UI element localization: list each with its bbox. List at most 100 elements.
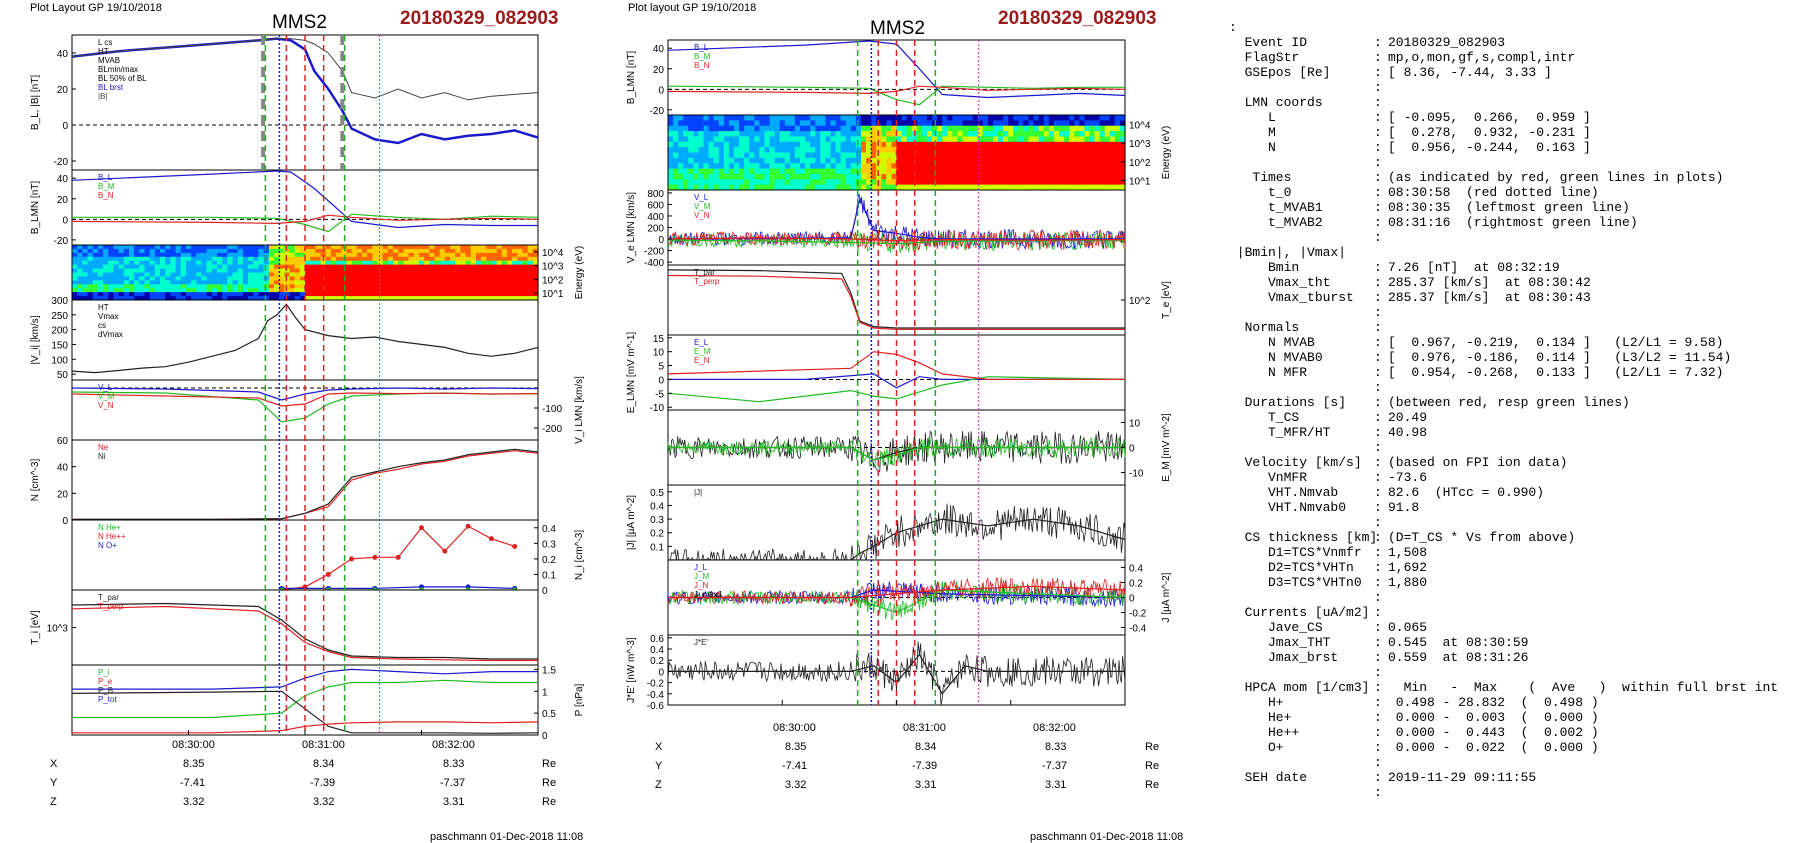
spectrogram-cell [1064,115,1070,121]
spectrogram-cell [1023,141,1030,148]
spectrogram-cell [688,125,694,132]
spectrogram-cell [1033,120,1040,127]
spectrogram-cell [1089,125,1096,132]
spectrogram-cell [491,272,498,277]
spectrogram-cell [315,260,322,266]
spectrogram-cell [866,125,872,132]
spectrogram-cell [789,115,796,121]
series-B_M [72,213,539,233]
info-colon: : [1374,755,1382,770]
middle-event-title: 20180329_082903 [998,8,1157,29]
spectrogram-cell [718,184,725,191]
spectrogram-cell [232,264,239,270]
info-colon: : [1374,410,1382,425]
spectrogram-cell [237,264,244,270]
spectrogram-cell [481,276,487,281]
spectrogram-cell [222,268,228,274]
spectrogram-cell [263,260,270,266]
spectrogram-cell [739,120,745,127]
spectrogram-cell [72,245,78,250]
spectrogram-cell [82,288,89,293]
spectrogram-cell [1104,179,1111,186]
spectrogram-cell [1119,168,1126,175]
spectrogram-cell [972,184,979,191]
spectrogram-cell [942,125,948,132]
spectrogram-cell [305,268,311,274]
info-colon: : [1374,740,1382,755]
spectrogram-cell [113,260,120,266]
spectrogram-cell [149,260,156,266]
spectrogram-cell [356,276,363,281]
spectrogram-cell [506,276,513,281]
spectrogram-cell [129,256,135,262]
spectrogram-cell [840,147,847,154]
spectrogram-cell [921,157,928,164]
spectrogram-cell [506,284,513,289]
spectrogram-cell [263,252,270,258]
y-axis-label: N_i [cm^-3] [574,530,585,580]
spectrogram-cell [749,131,755,138]
spectrogram-cell [1119,163,1126,170]
y-tick-label: 10^3 [47,624,69,635]
spectrogram-cell [982,131,989,138]
spectrogram-cell [708,173,715,180]
spectrogram-cell [916,168,923,175]
spectrogram-cell [175,256,182,262]
spectrogram-cell [279,256,285,262]
spectrogram-cell [253,288,259,293]
spectrogram-cell [1069,152,1075,159]
spectrogram-cell [769,141,776,148]
info-row: : [1229,230,1778,245]
spectrogram-cell [703,141,710,148]
spectrogram-cell [698,115,705,121]
spectrogram-cell [284,280,291,285]
spectrogram-cell [455,248,461,254]
spectrogram-cell [118,252,125,258]
spectrogram-cell [957,168,964,175]
spectrogram-cell [977,157,984,164]
left-ephem-value: -7.39 [310,777,336,789]
spectrogram-cell [1089,152,1096,159]
spectrogram-cell [196,284,203,289]
spectrogram-cell [434,272,441,277]
spectrogram-cell [242,272,249,277]
spectrogram-cell [532,284,539,289]
info-row: D1=TCS*Vnmfr:1,508 [1229,545,1778,560]
spectrogram-cell [97,248,104,254]
spectrogram-cell [921,115,928,121]
spectrogram-cell [424,276,430,281]
spectrogram-cell [744,147,750,154]
spectrogram-cell [728,157,735,164]
spectrogram-cell [87,276,94,281]
spectrogram-cell [372,248,379,254]
spectrogram-cell [248,264,254,270]
spectrogram-cell [475,296,482,301]
spectrogram-cell [429,260,436,266]
spectrogram-cell [744,152,750,159]
spectrogram-cell [320,272,327,277]
spectrogram-cell [341,292,347,297]
y-tick-label: -200 [542,424,562,435]
spectrogram-cell [1048,179,1055,186]
spectrogram-cell [1089,157,1096,164]
info-row: N MVAB0:[ 0.976, -0.186, 0.114 ] (L3/L2 … [1229,350,1778,365]
spectrogram-cell [501,256,508,262]
spectrogram-cell [108,280,114,285]
left-footer: paschmann 01-Dec-2018 11:08 [430,831,584,843]
left-ephem-value: 3.31 [443,796,465,808]
spectrogram-cell [211,245,218,250]
y-tick-label: 0 [62,516,68,527]
spectrogram-cell [774,184,781,191]
spectrogram-cell [175,288,182,293]
y-tick-label: 200 [51,326,68,337]
spectrogram-cell [1003,120,1009,127]
spectrogram-cell [754,163,760,170]
spectrogram-cell [952,131,959,138]
y-tick-label: 100 [51,355,68,366]
info-row: : [1229,785,1778,800]
spectrogram-cell [330,268,337,274]
spectrogram-cell [103,272,109,277]
spectrogram-cell [794,120,801,127]
spectrogram-cell [678,163,684,170]
spectrogram-cell [315,248,322,254]
